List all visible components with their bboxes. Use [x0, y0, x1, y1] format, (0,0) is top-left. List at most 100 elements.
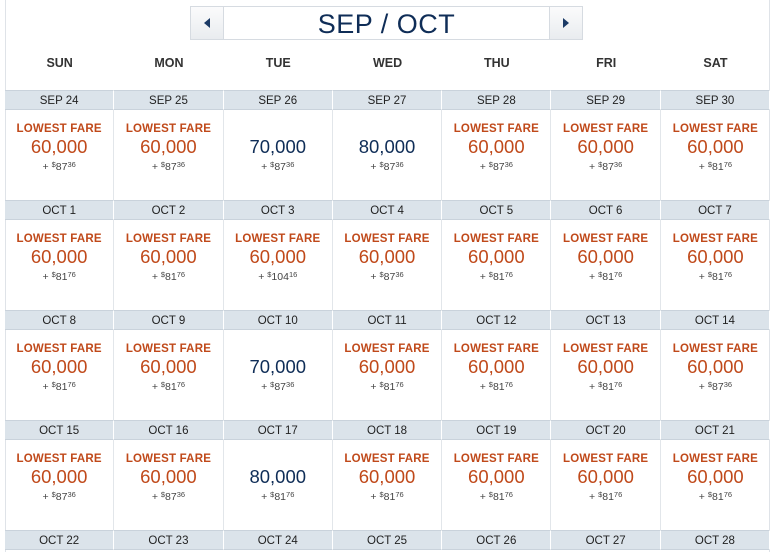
- currency-symbol: $: [488, 160, 493, 169]
- date-label: OCT 10: [223, 310, 333, 330]
- tax-cents: 76: [67, 270, 76, 279]
- date-label: OCT 7: [660, 200, 771, 220]
- next-month-button[interactable]: [549, 7, 582, 39]
- fare-miles: 60,000: [577, 136, 634, 157]
- fare-cell[interactable]: LOWEST FARE 60,000 + $8176: [5, 330, 115, 420]
- tax-cents: 76: [504, 490, 513, 499]
- fare-miles: 60,000: [687, 246, 744, 267]
- fare-cell[interactable]: LOWEST FARE 60,000 + $8176: [333, 440, 443, 530]
- fare-miles: 60,000: [140, 136, 197, 157]
- date-label: SEP 25: [114, 90, 224, 110]
- fare-cell[interactable]: LOWEST FARE 60,000 + $8176: [5, 220, 115, 310]
- currency-symbol: $: [488, 380, 493, 389]
- fare-cell[interactable]: LOWEST FARE 60,000 + $8176: [114, 330, 224, 420]
- fare-taxes: + $8176: [261, 490, 295, 503]
- fare-cell[interactable]: LOWEST FARE 60,000 + $8736: [551, 110, 661, 200]
- currency-symbol: $: [707, 160, 713, 169]
- fare-taxes: + $8176: [479, 490, 513, 503]
- fare-cell[interactable]: LOWEST FARE 60,000 + $8176: [442, 330, 552, 420]
- fare-taxes: + $8176: [589, 490, 623, 503]
- weekday-header-mon: MON: [154, 56, 184, 70]
- date-label: OCT 5: [442, 200, 552, 220]
- tax-cents: 36: [395, 160, 404, 169]
- fare-cell[interactable]: LOWEST FARE 60,000 + $8736: [442, 110, 552, 200]
- fare-taxes: + $8736: [370, 160, 404, 173]
- fare-taxes: + $8736: [261, 380, 295, 393]
- currency-symbol: $: [270, 380, 275, 389]
- fare-cell[interactable]: LOWEST FARE 60,000 + $8736: [5, 440, 115, 530]
- fare-miles: 60,000: [687, 136, 744, 157]
- tax-cents: 76: [613, 490, 623, 499]
- date-label: OCT 22: [5, 530, 115, 550]
- fare-cell[interactable]: LOWEST FARE 60,000 + $8176: [114, 220, 224, 310]
- fare-cell[interactable]: LOWEST FARE 60,000 + $10416: [224, 220, 333, 310]
- fare-cell[interactable]: 80,000 + $8736: [333, 110, 443, 200]
- tax-cents: 36: [286, 160, 295, 169]
- fare-miles: 60,000: [30, 246, 88, 267]
- currency-symbol: $: [379, 160, 384, 169]
- fare-miles: 60,000: [358, 466, 416, 487]
- fare-miles: 60,000: [140, 356, 197, 377]
- fare-miles: 60,000: [687, 356, 744, 377]
- date-label: SEP 24: [5, 90, 115, 110]
- lowest-fare-badge: LOWEST FARE: [453, 123, 539, 135]
- fare-cell[interactable]: LOWEST FARE 60,000 + $8176: [333, 330, 443, 420]
- fare-miles: 80,000: [249, 466, 307, 487]
- currency-symbol: $: [379, 490, 384, 499]
- fare-cell[interactable]: LOWEST FARE 60,000 + $8176: [661, 220, 770, 310]
- fare-cell[interactable]: LOWEST FARE 60,000 + $8176: [551, 220, 661, 310]
- fare-cell[interactable]: LOWEST FARE 60,000 + $8736: [114, 440, 224, 530]
- fare-cell[interactable]: LOWEST FARE 60,000 + $8736: [114, 110, 224, 200]
- previous-month-button[interactable]: [191, 7, 224, 39]
- currency-symbol: $: [707, 270, 713, 279]
- fare-taxes: + $8176: [479, 270, 513, 283]
- currency-symbol: $: [267, 270, 272, 279]
- tax-cents: 16: [288, 270, 298, 279]
- date-label: OCT 13: [551, 310, 661, 330]
- fare-cell[interactable]: LOWEST FARE 60,000 + $8176: [661, 110, 770, 200]
- date-label: OCT 17: [223, 420, 333, 440]
- tax-cents: 36: [67, 490, 76, 499]
- fare-cell[interactable]: LOWEST FARE 60,000 + $8736: [333, 220, 443, 310]
- lowest-fare-badge: LOWEST FARE: [125, 123, 212, 135]
- fare-cell[interactable]: 80,000 + $8176: [224, 440, 333, 530]
- lowest-fare-badge: LOWEST FARE: [344, 343, 430, 355]
- fare-cell[interactable]: LOWEST FARE 60,000 + $8176: [661, 440, 770, 530]
- fare-cell[interactable]: LOWEST FARE 60,000 + $8736: [5, 110, 115, 200]
- fare-taxes: + $8176: [589, 270, 623, 283]
- currency-symbol: $: [598, 380, 603, 389]
- fare-taxes: + $8736: [42, 490, 76, 503]
- fare-miles: 80,000: [358, 136, 416, 157]
- tax-dollars: 87: [165, 491, 177, 503]
- tax-dollars: 104: [271, 271, 289, 283]
- currency-symbol: $: [598, 160, 603, 169]
- currency-symbol: $: [160, 270, 166, 279]
- fare-cell[interactable]: 70,000 + $8736: [224, 110, 333, 200]
- lowest-fare-badge: LOWEST FARE: [16, 123, 102, 135]
- fare-cell[interactable]: LOWEST FARE 60,000 + $8176: [442, 440, 552, 530]
- lowest-fare-badge: LOWEST FARE: [344, 233, 430, 245]
- currency-symbol: $: [160, 380, 166, 389]
- date-label: OCT 23: [114, 530, 224, 550]
- fare-cell[interactable]: LOWEST FARE 60,000 + $8176: [551, 440, 661, 530]
- fare-calendar-grid: SUN MON TUE WED THU FRI SAT SEP 24 SEP 25 SEP 26 S…: [5, 45, 771, 550]
- tax-dollars: 81: [55, 271, 68, 283]
- lowest-fare-badge: LOWEST FARE: [16, 233, 102, 245]
- date-label: OCT 25: [332, 530, 443, 550]
- fare-cell[interactable]: LOWEST FARE 60,000 + $8176: [551, 330, 661, 420]
- fare-cell[interactable]: 70,000 + $8736: [224, 330, 333, 420]
- tax-cents: 36: [176, 490, 186, 499]
- fare-taxes: + $8736: [698, 380, 733, 393]
- fare-cell[interactable]: LOWEST FARE 60,000 + $8736: [661, 330, 770, 420]
- chevron-left-icon: [204, 18, 210, 28]
- currency-symbol: $: [51, 380, 56, 389]
- tax-cents: 36: [176, 160, 186, 169]
- date-label: OCT 24: [223, 530, 333, 550]
- date-label: OCT 3: [223, 200, 333, 220]
- fare-miles: 60,000: [577, 356, 634, 377]
- date-label: OCT 15: [5, 420, 115, 440]
- date-label: OCT 16: [114, 420, 224, 440]
- fare-cell[interactable]: LOWEST FARE 60,000 + $8176: [442, 220, 552, 310]
- tax-dollars: 81: [712, 161, 724, 173]
- fare-taxes: + $8736: [151, 160, 186, 173]
